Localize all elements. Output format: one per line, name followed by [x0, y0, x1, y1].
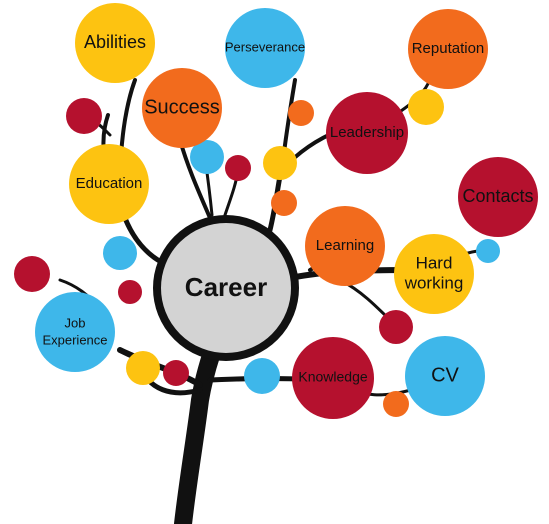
node-learning-label: Learning — [316, 237, 374, 254]
dot-sky-near-contacts — [476, 239, 500, 263]
node-hard-working-circle — [394, 234, 474, 314]
dot-yellow-low-left — [126, 351, 160, 385]
dot-crimson-near-success — [225, 155, 251, 181]
node-hard-working: Hard working — [394, 234, 474, 314]
node-leadership-circle — [326, 92, 408, 174]
dot-yellow-near-reputation — [408, 89, 444, 125]
node-knowledge-circle — [292, 337, 374, 419]
node-contacts: Contacts — [458, 157, 538, 237]
dot-crimson-low-left — [163, 360, 189, 386]
node-abilities: Abilities — [75, 3, 155, 83]
dot-crimson-far-left — [14, 256, 50, 292]
dot-crimson-right-low — [379, 310, 413, 344]
node-reputation: Reputation — [408, 9, 488, 89]
node-learning-circle — [305, 206, 385, 286]
node-education: Education — [69, 144, 149, 224]
node-knowledge: Knowledge — [292, 337, 374, 419]
node-hard-working-line1: Hard — [416, 253, 453, 272]
dot-sky-near-knowledge — [244, 358, 280, 394]
node-contacts-label: Contacts — [462, 186, 533, 206]
node-perseverance-label: Perseverance — [225, 39, 305, 54]
dot-orange-under-perseverance — [288, 100, 314, 126]
node-education-circle — [69, 144, 149, 224]
node-education-label: Education — [76, 175, 143, 192]
node-career-circle — [153, 215, 299, 361]
node-cv-circle — [405, 336, 485, 416]
node-success: Success — [142, 68, 222, 148]
node-leadership: Leadership — [326, 92, 408, 174]
dot-yellow-mid — [263, 146, 297, 180]
node-knowledge-label: Knowledge — [298, 369, 367, 385]
dot-crimson-top-left — [66, 98, 102, 134]
node-contacts-circle — [458, 157, 538, 237]
dot-orange-low-mid — [271, 190, 297, 216]
node-job-experience-line2: Experience — [42, 332, 107, 347]
node-job-experience: Job Experience — [35, 292, 115, 372]
node-abilities-label: Abilities — [84, 32, 146, 52]
node-leadership-label: Leadership — [330, 124, 404, 141]
node-perseverance: Perseverance — [225, 8, 305, 88]
dot-sky-below-success — [190, 140, 224, 174]
node-cv-label: CV — [431, 364, 459, 386]
node-learning: Learning — [305, 206, 385, 286]
decorative-dots — [14, 89, 500, 417]
node-perseverance-circle — [225, 8, 305, 88]
dot-sky-left — [103, 236, 137, 270]
branch-left-main — [117, 347, 203, 388]
dot-crimson-left-mid — [118, 280, 142, 304]
node-success-label: Success — [144, 96, 220, 118]
node-job-experience-line1: Job — [65, 315, 86, 330]
node-cv: CV — [405, 336, 485, 416]
node-reputation-label: Reputation — [412, 40, 485, 57]
node-success-circle — [142, 68, 222, 148]
node-abilities-circle — [75, 3, 155, 83]
dot-orange-near-cv — [383, 391, 409, 417]
node-career-label: Career — [185, 272, 267, 302]
node-career-center: Career — [153, 215, 299, 361]
node-job-experience-circle — [35, 292, 115, 372]
node-reputation-circle — [408, 9, 488, 89]
node-hard-working-line2: working — [404, 273, 464, 292]
